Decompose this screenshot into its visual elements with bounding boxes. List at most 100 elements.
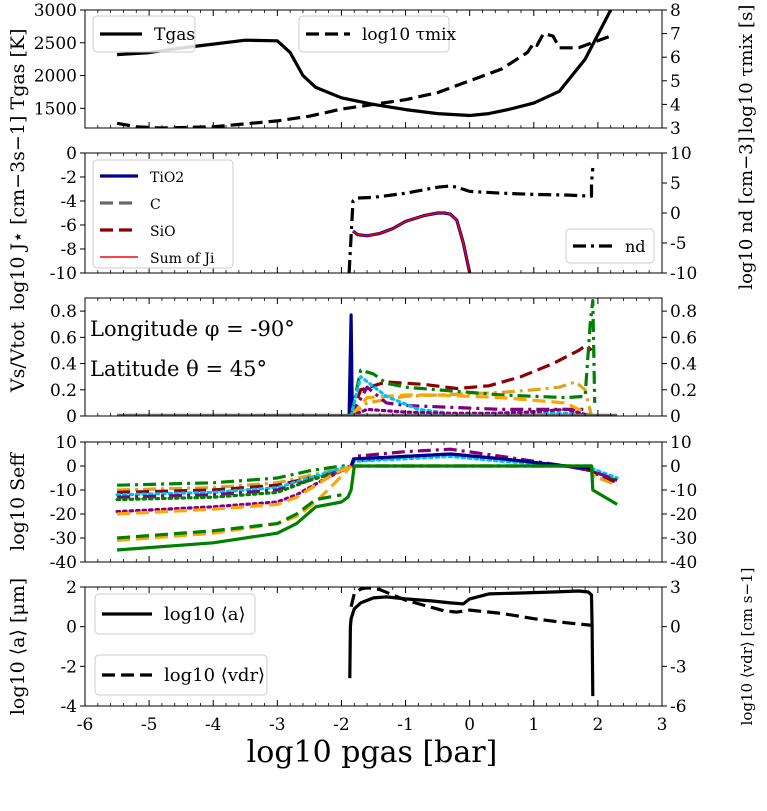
y-axis-label: log10 J⋆ [cm−3s−1] <box>7 116 29 311</box>
x-tick-label: -1 <box>397 715 414 735</box>
series-group <box>348 587 595 697</box>
y-axis-label: Vs/Vtot <box>7 321 29 393</box>
legend-entry: nd <box>625 237 646 256</box>
y-axis-label: log10 ⟨a⟩ [μm] <box>7 578 29 715</box>
panel-temperature: 1500 2000 2500 3000 3 4 5 6 7 8 Tgas [K] log10 τmix… <box>7 1 757 139</box>
y-tick-label: -40 <box>50 553 77 573</box>
panel-nucleation: -10 -8 -6 -4 -2 0 -10 -5 0 5 10 log10 J⋆ [cm−3s−1] l… <box>7 116 757 311</box>
x-tick-label: -3 <box>269 715 286 735</box>
y2-tick-label: -6 <box>670 697 687 717</box>
axes-frame <box>84 441 663 563</box>
y-tick-label: 1500 <box>34 99 77 119</box>
y2-tick-label: 6 <box>670 48 681 68</box>
y-axis-label: log10 Seff <box>7 452 29 551</box>
y-tick-label: 2000 <box>34 67 77 87</box>
legend-box <box>94 654 268 696</box>
y2-tick-label: 5 <box>670 72 681 92</box>
legend-entry: log10 ⟨a⟩ <box>164 604 246 625</box>
y2-tick-label: 0 <box>670 407 681 427</box>
y2-tick-label: 0.6 <box>670 328 697 348</box>
series-line-0 <box>117 10 613 118</box>
series-line-3 <box>349 299 597 416</box>
y-tick-label: -2 <box>60 168 77 188</box>
y2-tick-label: 3 <box>670 578 681 598</box>
series-line-3 <box>352 212 471 273</box>
y2-tick-label: 0 <box>670 618 681 638</box>
y2-tick-label: -10 <box>670 481 697 501</box>
series-line-4 <box>347 167 595 273</box>
y2-tick-label: 0 <box>670 457 681 477</box>
series-line-1 <box>116 31 612 128</box>
legend-entry: Sum of Ji <box>150 251 215 267</box>
y-tick-label: 0 <box>66 407 77 427</box>
y-tick-label: -30 <box>50 529 77 549</box>
series-line-8 <box>117 464 352 516</box>
y2-tick-label: 5 <box>670 174 681 194</box>
x-tick-label: -5 <box>141 715 158 735</box>
panel-grain_size: -6 -5 -4 -3 -2 -1 0 1 2 3 -4 -2 0 2 -6 -3 0 3 log10 ⟨a⟩ [μ… <box>7 568 756 735</box>
series-line-1 <box>117 464 618 492</box>
y2-tick-label: 3 <box>670 119 681 139</box>
y-tick-label: 0.4 <box>50 355 77 375</box>
y-tick-label: 0 <box>66 457 77 477</box>
x-tick-label: 1 <box>528 715 539 735</box>
y-tick-label: -2 <box>60 657 77 677</box>
y2-tick-label: -5 <box>670 234 687 254</box>
y-tick-label: -4 <box>60 697 77 717</box>
y-tick-label: 0 <box>66 618 77 638</box>
legend-box <box>94 593 256 635</box>
y-tick-label: 2500 <box>34 34 77 54</box>
latitude-label: Latitude θ = 45° <box>90 357 267 381</box>
x-tick-label: 3 <box>657 715 668 735</box>
y-tick-label: -8 <box>60 240 77 260</box>
series-group <box>116 10 613 128</box>
y-axis-label: Tgas [K] <box>7 29 29 110</box>
axes-frame <box>84 9 663 129</box>
axes-frame <box>84 297 663 417</box>
series-line-0 <box>348 589 595 697</box>
y2-axis-label: log10 ⟨vdr⟩ [cm s−1] <box>738 568 756 726</box>
axes-frame <box>84 586 663 707</box>
y2-tick-label: -3 <box>670 657 687 677</box>
y-tick-label: 10 <box>55 433 77 453</box>
series-line-1 <box>349 587 592 627</box>
series-line-1 <box>349 343 593 416</box>
legend-box <box>92 15 196 53</box>
y2-tick-label: 4 <box>670 95 681 115</box>
series-group <box>115 447 619 552</box>
y2-tick-label: 0.2 <box>670 381 697 401</box>
series-line-7 <box>115 464 353 514</box>
y2-tick-label: -30 <box>670 529 697 549</box>
y2-tick-label: 7 <box>670 25 681 45</box>
y-tick-label: -10 <box>50 264 77 284</box>
series-line-11 <box>116 464 618 552</box>
legend-entry: C <box>150 197 161 213</box>
series-line-4 <box>117 447 618 499</box>
series-line-9 <box>116 464 353 542</box>
y2-tick-label: 10 <box>670 433 692 453</box>
legend-entry: log10 ⟨vdr⟩ <box>164 665 265 686</box>
x-tick-label: -2 <box>333 715 350 735</box>
y-tick-label: 0 <box>66 144 77 164</box>
x-tick-label: -6 <box>77 715 94 735</box>
y-tick-label: 0.6 <box>50 328 77 348</box>
y2-tick-label: 8 <box>670 1 681 21</box>
x-axis-label: log10 pgas [bar] <box>247 735 498 770</box>
series-line-0 <box>352 211 472 273</box>
y2-axis-label: log10 nd [cm−3] <box>736 136 757 289</box>
legend-entry: TiO2 <box>150 170 184 186</box>
x-tick-label: 2 <box>592 715 603 735</box>
y2-axis-label: log10 τmix [s] <box>736 5 757 134</box>
y2-tick-label: 0.8 <box>670 302 697 322</box>
y-tick-label: 0.8 <box>50 302 77 322</box>
series-line-10 <box>116 493 342 540</box>
y2-tick-label: 0 <box>670 204 681 224</box>
legend-box <box>92 159 234 269</box>
y-tick-label: 2 <box>66 578 77 598</box>
series-line-4 <box>349 385 586 416</box>
series-line-2 <box>117 452 618 494</box>
y2-tick-label: -40 <box>670 553 697 573</box>
longitude-label: Longitude φ = -90° <box>90 317 295 341</box>
legend-entry: SiO <box>150 224 176 240</box>
